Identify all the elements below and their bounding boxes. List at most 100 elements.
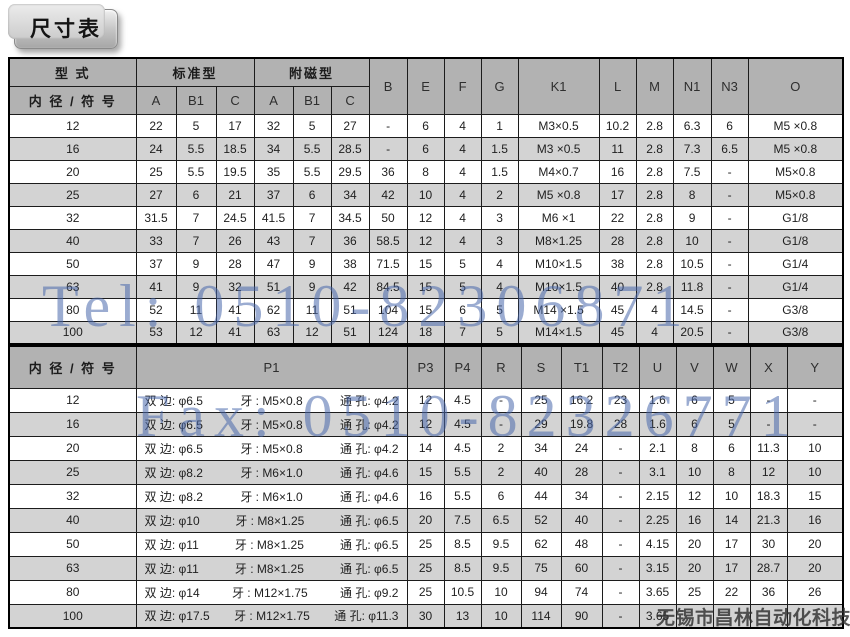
value-cell: 36 <box>330 228 370 253</box>
value-cell: 3.15 <box>638 555 677 581</box>
value-cell: 10.5 <box>672 251 712 276</box>
value-cell: 90 <box>560 603 603 629</box>
value-cell: 3 <box>480 205 519 230</box>
value-cell: 2.15 <box>638 483 677 509</box>
value-cell: 18.5 <box>215 136 255 161</box>
value-cell: M3 ×0.5 <box>517 136 600 161</box>
table-row: 16 双 边: φ6.5 牙 : M5×0.8 通 孔: φ4.2 12 4.5-29 19… <box>8 411 844 437</box>
value-cell: 26 <box>786 579 844 605</box>
value-cell: 26 <box>215 228 255 253</box>
value-cell: - <box>786 411 844 437</box>
value-cell: 8 <box>675 435 714 461</box>
value-cell: 11 <box>292 297 332 322</box>
value-cell: 20 <box>406 507 445 533</box>
value-cell: 22 <box>712 579 751 605</box>
value-cell: 4 <box>443 228 482 253</box>
table-row: 50 双 边: φ11 牙 : M8×1.25 通 孔: φ6.5 25 8.5 9.5 62… <box>8 531 844 557</box>
value-cell: 3.65 <box>638 579 677 605</box>
value-cell: 4 <box>443 205 482 230</box>
value-cell: 18.3 <box>749 483 788 509</box>
bore-cell: 32 <box>8 483 137 509</box>
value-cell: 2.8 <box>635 136 674 161</box>
p1-cell: 双 边: φ8.2 牙 : M6×1.0 通 孔: φ4.6 <box>135 483 408 509</box>
value-cell: M6 ×1 <box>517 205 600 230</box>
value-cell: 19.5 <box>215 159 255 184</box>
p1-cell: 双 边: φ8.2 牙 : M6×1.0 通 孔: φ4.6 <box>135 459 408 485</box>
value-cell: 2.8 <box>635 251 674 276</box>
p1-thread: 牙 : M8×1.25 <box>234 561 304 576</box>
p1-side: 双 边: φ6.5 <box>144 417 203 432</box>
table-row: 80 双 边: φ14 牙 : M12×1.75 通 孔: φ9.2 25 10.5 10 9… <box>8 579 844 605</box>
value-cell: 40 <box>560 507 603 533</box>
value-cell: - <box>710 205 749 230</box>
column-header: B <box>368 57 408 115</box>
value-cell: - <box>786 387 844 413</box>
value-cell: 5.5 <box>292 136 332 161</box>
value-cell: 6 <box>406 136 445 161</box>
value-cell: 10.2 <box>598 113 637 138</box>
column-header: G <box>480 57 519 115</box>
value-cell: 5 <box>712 411 751 437</box>
value-cell: 17 <box>598 182 637 207</box>
p1-cell: 双 边: φ11 牙 : M8×1.25 通 孔: φ6.5 <box>135 531 408 557</box>
column-header: T2 <box>601 345 640 389</box>
value-cell: 7.5 <box>443 507 482 533</box>
value-cell: 30 <box>406 603 445 629</box>
table-row: 80 52 11 41 62 11 51 104 15 6 5 M14 ×1.5 45 4 14.5- G3/… <box>8 297 844 322</box>
value-cell: 6.5 <box>710 136 749 161</box>
value-cell: 4 <box>635 297 674 322</box>
bore-cell: 50 <box>8 251 137 276</box>
bore-cell: 20 <box>8 159 137 184</box>
value-cell: 2.25 <box>638 507 677 533</box>
table-row: 50 37 9 28 47 9 38 71.5 15 5 4 M10×1.5 38 2.8 10.5- G1/… <box>8 251 844 276</box>
value-cell: 14.5 <box>672 297 712 322</box>
value-cell: - <box>601 579 640 605</box>
table-row: 32 双 边: φ8.2 牙 : M6×1.0 通 孔: φ4.6 16 5.5 6 44 34… <box>8 483 844 509</box>
value-cell: 75 <box>520 555 562 581</box>
p1-hole: 通 孔: φ4.2 <box>340 393 399 408</box>
value-cell: 63 <box>253 320 294 345</box>
value-cell: 6 <box>292 182 332 207</box>
value-cell: 6.5 <box>480 507 522 533</box>
p1-cell: 双 边: φ6.5 牙 : M5×0.8 通 孔: φ4.2 <box>135 411 408 437</box>
value-cell: 6.3 <box>672 113 712 138</box>
column-header: N3 <box>710 57 749 115</box>
column-header: A <box>253 85 294 115</box>
value-cell: 21.3 <box>749 507 788 533</box>
value-cell: 40 <box>598 274 637 299</box>
header-row: 内 径 / 符 号 P1 P3 P4 R S T1 T2 U V W X Y <box>8 345 844 389</box>
value-cell: 4 <box>480 251 519 276</box>
value-cell: 20 <box>675 531 714 557</box>
value-cell: 1.5 <box>480 136 519 161</box>
value-cell: 19.8 <box>560 411 603 437</box>
p1-cell: 双 边: φ6.5 牙 : M5×0.8 通 孔: φ4.2 <box>135 387 408 413</box>
value-cell: 9 <box>672 205 712 230</box>
table-row: 40 33 7 26 43 7 36 58.5 12 4 3 M8×1.25 28 2.8 10- G1/8 <box>8 228 844 253</box>
p1-hole: 通 孔: φ11.3 <box>334 609 399 624</box>
value-cell: 4 <box>480 274 519 299</box>
value-cell: 3 <box>480 228 519 253</box>
value-cell: 18 <box>406 320 445 345</box>
value-cell: M5 ×0.8 <box>747 136 844 161</box>
column-header: L <box>598 57 637 115</box>
value-cell: 12 <box>175 320 217 345</box>
p1-side: 双 边: φ6.5 <box>144 441 203 456</box>
value-cell: 5.5 <box>175 159 217 184</box>
value-cell: 45 <box>598 320 637 345</box>
value-cell: 34 <box>560 483 603 509</box>
value-cell: 11 <box>175 297 217 322</box>
value-cell: 32 <box>253 113 294 138</box>
dimension-tables: 型 式标准型 附磁型 B E F G K1 L M N1 N3 O 内 径 / 符 号 A B1 C A B1 C … <box>8 57 845 629</box>
value-cell: 25 <box>135 159 177 184</box>
value-cell: 8 <box>406 159 445 184</box>
column-header: X <box>749 345 788 389</box>
value-cell: 48 <box>560 531 603 557</box>
value-cell: 4 <box>443 182 482 207</box>
value-cell: 41.5 <box>253 205 294 230</box>
value-cell: - <box>749 387 788 413</box>
value-cell: 5.5 <box>443 459 482 485</box>
table-row: 40 双 边: φ10 牙 : M8×1.25 通 孔: φ6.5 20 7.5 6.5 52… <box>8 507 844 533</box>
value-cell: M14×1.5 <box>517 320 600 345</box>
value-cell: 10 <box>675 459 714 485</box>
value-cell: 25 <box>520 387 562 413</box>
